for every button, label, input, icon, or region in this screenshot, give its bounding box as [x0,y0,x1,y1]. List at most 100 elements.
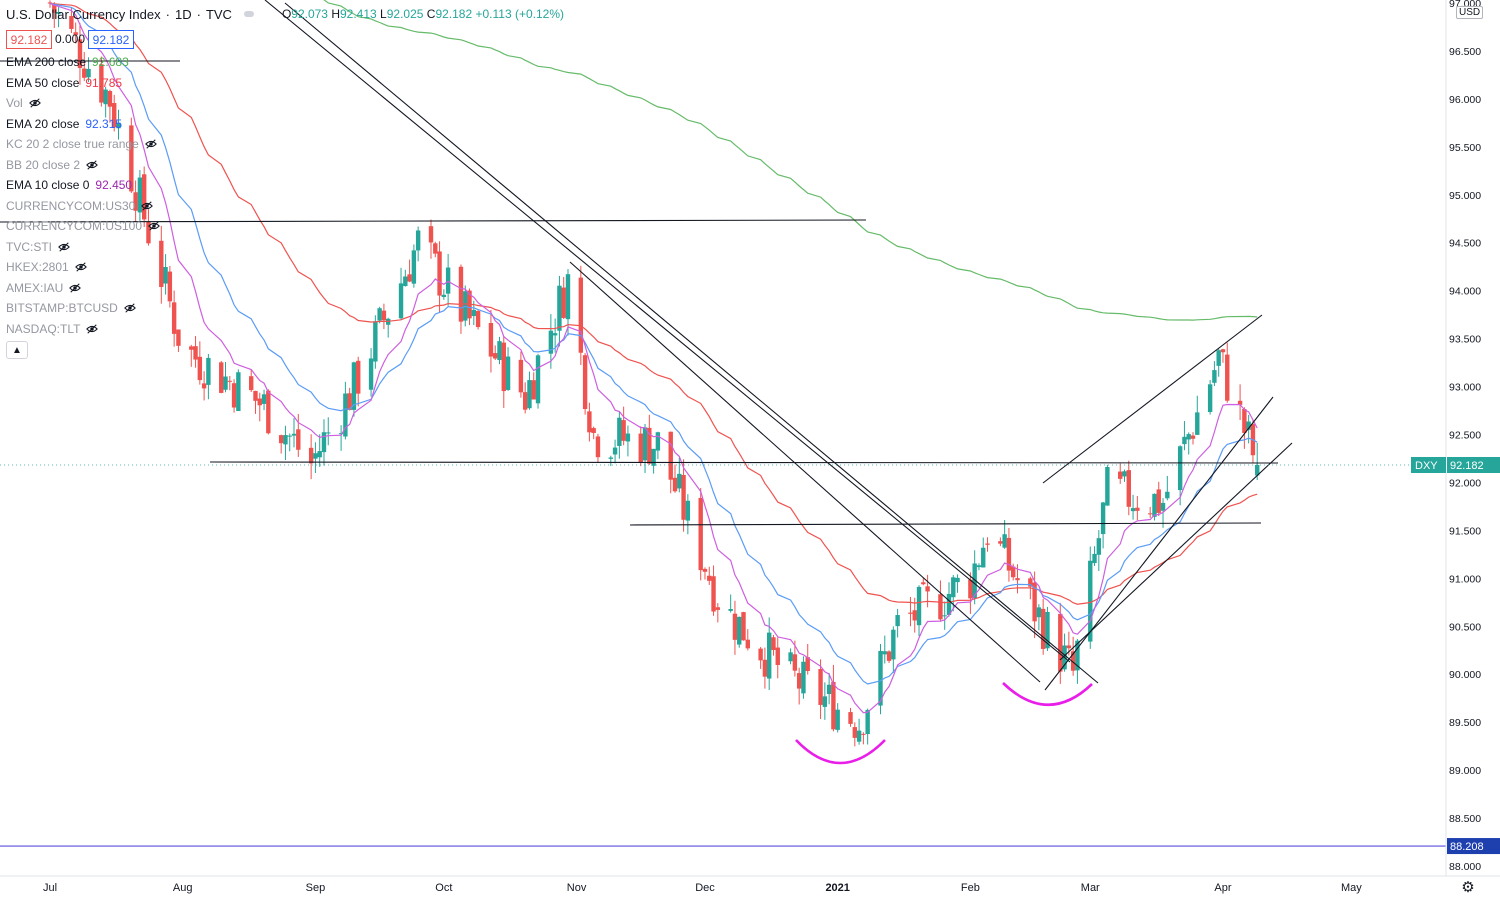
eye-hidden-icon[interactable] [28,97,41,109]
candle-body [595,436,601,458]
symbol-name[interactable]: U.S. Dollar Currency Index [6,6,161,22]
open-value: 92.073 [291,7,328,21]
eye-hidden-icon[interactable] [141,200,154,212]
legend-row[interactable]: CURRENCYCOM:US30 [6,196,160,217]
legend-row[interactable]: EMA 10 close 0 92.450 [6,175,160,196]
candle-body [878,650,883,706]
spread-value: 0.000 [54,31,86,46]
y-tick-label: 94.000 [1449,286,1481,298]
candle-body [1088,560,1093,642]
candle-body [1002,534,1007,548]
symbol-tag: DXY [1415,460,1438,472]
candle-body [921,582,926,585]
sell-price-button[interactable]: 92.182 [6,30,52,49]
candle-body [1195,412,1200,435]
candle-body [557,285,562,331]
legend-row[interactable]: BITSTAMP:BTCUSD [6,298,160,319]
candle-body [788,652,793,662]
interval-label[interactable]: 1D [174,6,192,22]
bottom-arc [1002,682,1093,706]
candle-body [171,302,177,334]
candle-body [278,435,284,444]
candle-body [47,2,53,4]
legend-row[interactable]: Vol [6,93,160,114]
candle-body [163,267,168,284]
candle-body [972,563,977,599]
legend-row[interactable]: EMA 200 close 92.683 [6,52,160,73]
candle-body [129,125,134,192]
trend-drawings[interactable] [0,0,1446,847]
candle-body [728,609,733,611]
x-tick-label: May [1341,882,1362,894]
legend-label: BITSTAMP:BTCUSD [6,301,118,316]
ema50-path [49,2,1258,605]
candle-body [206,357,211,385]
legend-row[interactable]: NASDAQ:TLT [6,319,160,340]
eye-hidden-icon[interactable] [148,220,160,232]
y-tick-label: 88.500 [1449,813,1481,825]
candle-body [1156,489,1161,513]
eye-hidden-icon[interactable] [58,241,70,253]
candle-body [167,271,173,302]
legend-row[interactable]: AMEX:IAU [6,278,160,299]
legend-row[interactable]: BB 20 close 2 [6,155,160,176]
candle-body [373,321,378,362]
candle-body [848,712,853,724]
candle-body [968,579,973,599]
legend-row[interactable]: HKEX:2801 [6,257,160,278]
eye-hidden-icon[interactable] [86,323,99,335]
candle-body [587,411,592,433]
gear-icon[interactable]: ⚙ [1461,879,1475,896]
candle-body [852,727,858,738]
candle-body [458,266,464,322]
legend-value: 92.450 [95,178,133,193]
candle-body [1190,435,1196,439]
legend-row[interactable]: EMA 20 close 92.315 [6,114,160,135]
candle-body [951,577,956,598]
candle-body [1028,578,1033,587]
candle-body [266,390,271,434]
candle-body [415,230,421,251]
candle-body [771,637,776,651]
buy-price-button[interactable]: 92.182 [88,30,134,49]
legend-row[interactable]: CURRENCYCOM:US100 [6,216,160,237]
candle-body [715,607,721,610]
candle-body [1212,370,1217,383]
x-tick-label: 2021 [825,882,849,894]
chevron-up-icon[interactable]: ▲ [6,341,28,359]
candle-body [296,429,301,450]
candle-body [1075,640,1080,671]
ema200-path [323,0,1258,321]
candle-body [137,177,143,213]
candle-body [189,346,194,350]
eye-hidden-icon[interactable] [144,138,157,150]
y-tick-label: 95.000 [1449,190,1481,202]
currency-button[interactable]: USD [1456,6,1484,19]
market-status-icon [243,11,254,17]
y-tick-label: 93.000 [1449,382,1481,394]
eye-hidden-icon[interactable] [69,282,82,294]
legend-row[interactable]: TVC:STI [6,237,160,258]
candle-body [908,612,913,614]
candle-body [938,594,943,620]
legend-row[interactable]: EMA 50 close 91.785 [6,73,160,94]
candle-body [826,684,832,694]
candle-body [831,681,836,730]
legend-value: 92.315 [85,116,123,131]
open-label: O [281,7,292,21]
y-tick-label: 89.000 [1449,765,1481,777]
candle-body [1130,508,1136,512]
candle-body [1100,502,1106,535]
candle-body [368,358,374,390]
candle-body [116,122,121,129]
eye-hidden-icon[interactable] [86,159,98,171]
candle-body [552,333,558,336]
x-tick-label: Dec [695,882,715,894]
eye-hidden-icon[interactable] [123,302,136,314]
eye-hidden-icon[interactable] [74,261,87,273]
candle-body [955,577,960,583]
candle-body [381,310,387,321]
candle-body [707,575,712,581]
legend-row[interactable]: KC 20 2 close true range [6,134,160,155]
